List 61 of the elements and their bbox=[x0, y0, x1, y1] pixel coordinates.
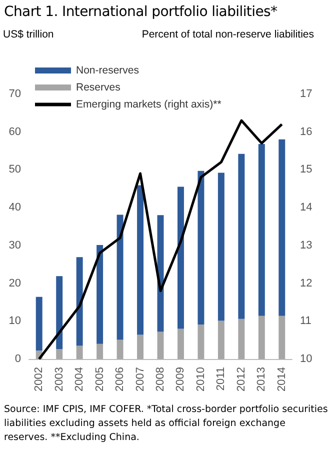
x-tick-label: 2003 bbox=[53, 367, 66, 392]
bar bbox=[258, 316, 265, 359]
bar bbox=[238, 318, 245, 359]
x-tick-label: 2014 bbox=[276, 367, 288, 392]
legend-label: Emerging markets (right axis)** bbox=[76, 98, 222, 110]
bar bbox=[278, 316, 286, 359]
x-tick-label: 2004 bbox=[74, 367, 86, 392]
x-tick-label: 2011 bbox=[215, 367, 228, 391]
y-tick-label: 50 bbox=[8, 164, 21, 176]
bar bbox=[96, 245, 104, 344]
x-tick-label: 2012 bbox=[235, 367, 248, 392]
y-tick-label: 40 bbox=[8, 202, 21, 214]
bar bbox=[278, 139, 286, 316]
y2-tick-label: 17 bbox=[300, 88, 312, 100]
y2-tick-label: 13 bbox=[300, 239, 312, 252]
bar bbox=[218, 320, 224, 359]
bar bbox=[218, 172, 224, 321]
line-series bbox=[38, 119, 284, 360]
bar bbox=[76, 346, 83, 359]
x-tick-label: 2007 bbox=[134, 367, 146, 392]
y-axis-title: US$ trillion bbox=[3, 28, 54, 40]
y-tick-label: 0 bbox=[14, 353, 21, 365]
bar bbox=[116, 340, 124, 359]
bar bbox=[56, 276, 63, 350]
bar bbox=[36, 296, 42, 351]
bar bbox=[177, 186, 184, 329]
bar bbox=[137, 334, 144, 359]
x-tick-label: 2008 bbox=[154, 367, 166, 392]
y2-tick-label: 16 bbox=[300, 126, 312, 138]
y2-tick-label: 11 bbox=[300, 315, 312, 328]
x-tick-label: 2002 bbox=[33, 367, 46, 392]
bar bbox=[96, 344, 104, 359]
chart-title: Chart 1. International portfolio liabilities* bbox=[4, 4, 278, 20]
y-tick-label: 70 bbox=[8, 88, 21, 100]
y-tick-label: 30 bbox=[8, 239, 21, 252]
bar bbox=[177, 328, 184, 359]
y2-tick-label: 15 bbox=[300, 164, 312, 176]
x-tick-label: 2010 bbox=[194, 367, 207, 392]
bar bbox=[258, 144, 265, 316]
bar bbox=[238, 154, 245, 319]
source-note: Source: IMF CPIS, IMF COFER. *Total cross-border portfolio securities liabilities excluding assets held as official foreign exchange reserves. **Excluding China. bbox=[4, 403, 329, 445]
y-tick-label: 20 bbox=[8, 277, 21, 290]
y2-tick-label: 14 bbox=[300, 202, 312, 214]
bar bbox=[157, 332, 164, 359]
x-tick-label: 2005 bbox=[94, 367, 106, 392]
bar bbox=[137, 185, 144, 335]
bar bbox=[198, 170, 204, 325]
y2-axis-title: Percent of total non-reserve liabilities bbox=[142, 28, 314, 40]
y2-tick-label: 12 bbox=[300, 277, 312, 290]
bar bbox=[76, 257, 83, 346]
x-tick-label: 2013 bbox=[256, 367, 268, 392]
bar bbox=[56, 349, 63, 359]
y-tick-label: 60 bbox=[8, 126, 21, 138]
legend-label: Reserves bbox=[76, 82, 120, 94]
y-tick-label: 10 bbox=[8, 315, 21, 328]
x-tick-label: 2006 bbox=[114, 367, 126, 392]
bar bbox=[116, 214, 124, 340]
y2-tick-label: 10 bbox=[300, 353, 312, 365]
bar bbox=[198, 324, 204, 359]
legend-label: Non-reserves bbox=[76, 64, 140, 76]
x-tick-label: 2009 bbox=[174, 367, 187, 392]
